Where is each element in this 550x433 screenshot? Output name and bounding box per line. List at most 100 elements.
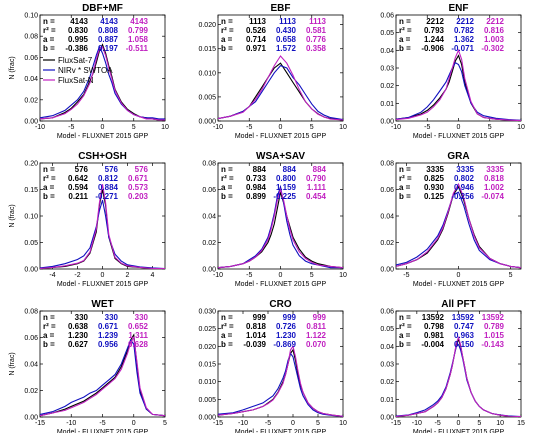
stat-value-nirv: -0.071 bbox=[451, 44, 474, 53]
y-axis-label: N (frac) bbox=[9, 56, 16, 79]
series-line-fluxsatn bbox=[396, 335, 521, 417]
series-line-fluxsatn bbox=[218, 187, 343, 269]
stat-value-nirv: -0.256 bbox=[451, 192, 474, 201]
x-axis-label: Model - FLUXNET 2015 GPP bbox=[57, 281, 149, 288]
stat-value-fluxsat7: 1.244 bbox=[424, 35, 445, 44]
x-tick-label: 5 bbox=[310, 124, 314, 131]
stat-value-fluxsat7: 1.230 bbox=[68, 331, 89, 340]
stat-value-fluxsatn: 330 bbox=[135, 313, 149, 322]
stat-label: r² = bbox=[221, 322, 234, 331]
stat-value-nirv: 0.671 bbox=[98, 322, 119, 331]
y-tick-label: 0.01 bbox=[380, 397, 394, 404]
series-line-nirv bbox=[396, 343, 521, 417]
stat-value-fluxsatn: 1.122 bbox=[306, 331, 327, 340]
x-tick-label: -15 bbox=[35, 420, 45, 427]
x-tick-label: 5 bbox=[316, 420, 320, 427]
y-tick-label: 0.08 bbox=[380, 161, 394, 168]
y-tick-label: 0.04 bbox=[380, 344, 394, 351]
x-tick-label: -10 bbox=[412, 420, 422, 427]
stat-value-fluxsatn: 1.311 bbox=[128, 331, 148, 340]
stat-value-fluxsatn: 0.581 bbox=[306, 26, 327, 35]
stat-value-fluxsat7: -0.386 bbox=[65, 44, 88, 53]
x-axis-label: Model - FLUXNET 2015 GPP bbox=[235, 281, 327, 288]
x-tick-label: -5 bbox=[265, 420, 271, 427]
panel-all-pft: All PFT -15 -10 -5 0 5 10 15 0.00 0.01 0.02 0.03 0.0… bbox=[380, 299, 525, 433]
stat-value-fluxsat7: 0.594 bbox=[68, 183, 89, 192]
y-tick-label: 0.00 bbox=[380, 119, 394, 126]
stat-value-fluxsatn: 1.111 bbox=[307, 183, 327, 192]
x-tick-label: 0 bbox=[132, 420, 136, 427]
panel-title: GRA bbox=[447, 151, 469, 162]
stat-value-fluxsat7: -0.004 bbox=[421, 340, 444, 349]
stat-value-nirv: 0.658 bbox=[276, 35, 297, 44]
stat-label: b = bbox=[399, 340, 411, 349]
stat-label: a = bbox=[43, 331, 55, 340]
y-tick-label: 0.10 bbox=[24, 214, 38, 221]
stat-value-nirv: 0.946 bbox=[454, 183, 475, 192]
x-tick-label: -5 bbox=[246, 124, 252, 131]
stat-value-fluxsatn: 0.776 bbox=[306, 35, 327, 44]
series-line-fluxsatn bbox=[218, 55, 343, 121]
y-tick-label: 0.10 bbox=[24, 13, 38, 20]
stat-value-fluxsat7: 0.981 bbox=[424, 331, 445, 340]
legend-label-fluxsat7: FluxSat-7 bbox=[58, 56, 93, 65]
y-tick-label: 0.005 bbox=[198, 397, 216, 404]
y-tick-label: 0.15 bbox=[24, 187, 38, 194]
series-line-nirv bbox=[396, 61, 521, 121]
panel-dbf-mf: DBF+MF -10 -5 0 5 10 0.00 0.02 0.04 0.06 0.08 0.10 M… bbox=[9, 3, 169, 140]
y-tick-label: 0.02 bbox=[380, 379, 394, 386]
x-tick-label: 10 bbox=[517, 124, 525, 131]
y-tick-label: 0.04 bbox=[24, 76, 38, 83]
stat-value-fluxsatn: 0.811 bbox=[306, 322, 326, 331]
stat-value-fluxsatn: 0.818 bbox=[484, 174, 505, 183]
x-tick-label: -5 bbox=[68, 124, 74, 131]
stat-value-nirv: 0.812 bbox=[98, 174, 119, 183]
panel-wet: WET -15 -10 -5 0 5 0.00 0.02 0.04 0.06 0.08 Model -… bbox=[9, 299, 167, 433]
y-tick-label: 0.04 bbox=[24, 362, 38, 369]
x-axis-label: Model - FLUXNET 2015 GPP bbox=[413, 133, 505, 140]
x-axis-label: Model - FLUXNET 2015 GPP bbox=[413, 281, 505, 288]
y-tick-label: 0.02 bbox=[202, 240, 216, 247]
series-line-fluxsatn bbox=[218, 344, 343, 417]
y-tick-label: 0.000 bbox=[198, 415, 216, 422]
x-tick-label: 15 bbox=[517, 420, 525, 427]
y-tick-label: 0.08 bbox=[24, 34, 38, 41]
stat-value-nirv: -0.271 bbox=[95, 192, 118, 201]
stat-label: a = bbox=[399, 331, 411, 340]
panel-cro: CRO -15 -10 -5 0 5 10 0.000 0.005 0.010 0.015 0.020… bbox=[198, 299, 347, 433]
panel-title: EBF bbox=[271, 3, 291, 14]
x-tick-label: -15 bbox=[213, 420, 223, 427]
x-tick-label: 5 bbox=[509, 272, 513, 279]
y-tick-label: 0.06 bbox=[380, 309, 394, 316]
stat-label: b = bbox=[399, 44, 411, 53]
x-axis-label: Model - FLUXNET 2015 GPP bbox=[57, 429, 149, 433]
y-tick-label: 0.00 bbox=[380, 267, 394, 274]
stat-value-fluxsat7: 0.971 bbox=[246, 44, 267, 53]
stat-value-nirv: 1.159 bbox=[276, 183, 297, 192]
x-tick-label: 10 bbox=[339, 124, 347, 131]
panel-gra: GRA -5 0 5 0.00 0.02 0.04 0.06 0.08 Model - FLUXN… bbox=[380, 151, 522, 288]
x-tick-label: -15 bbox=[391, 420, 401, 427]
x-tick-label: -2 bbox=[74, 272, 80, 279]
stat-value-fluxsatn: 1.015 bbox=[484, 331, 505, 340]
stat-value-fluxsatn: 1.003 bbox=[484, 35, 505, 44]
x-tick-label: 5 bbox=[163, 420, 167, 427]
stat-value-nirv: 1.239 bbox=[98, 331, 119, 340]
y-tick-label: 0.20 bbox=[24, 161, 38, 168]
x-axis-label: Model - FLUXNET 2015 GPP bbox=[57, 133, 149, 140]
series-line-fluxsatn bbox=[40, 335, 165, 417]
y-tick-label: 0.020 bbox=[198, 344, 216, 351]
x-tick-label: 0 bbox=[101, 124, 105, 131]
x-tick-label: 0 bbox=[457, 420, 461, 427]
y-tick-label: 0.010 bbox=[198, 379, 216, 386]
panel-title: WSA+SAV bbox=[256, 151, 305, 162]
stat-value-fluxsatn: 0.573 bbox=[128, 183, 149, 192]
stat-value-fluxsat7: 330 bbox=[75, 313, 89, 322]
stat-value-fluxsatn: 576 bbox=[135, 165, 149, 174]
panel-title: All PFT bbox=[441, 299, 475, 310]
stat-label: n = bbox=[221, 17, 233, 26]
series-line-nirv bbox=[218, 184, 343, 269]
stat-value-nirv: 884 bbox=[283, 165, 297, 174]
stat-label: r² = bbox=[43, 322, 56, 331]
